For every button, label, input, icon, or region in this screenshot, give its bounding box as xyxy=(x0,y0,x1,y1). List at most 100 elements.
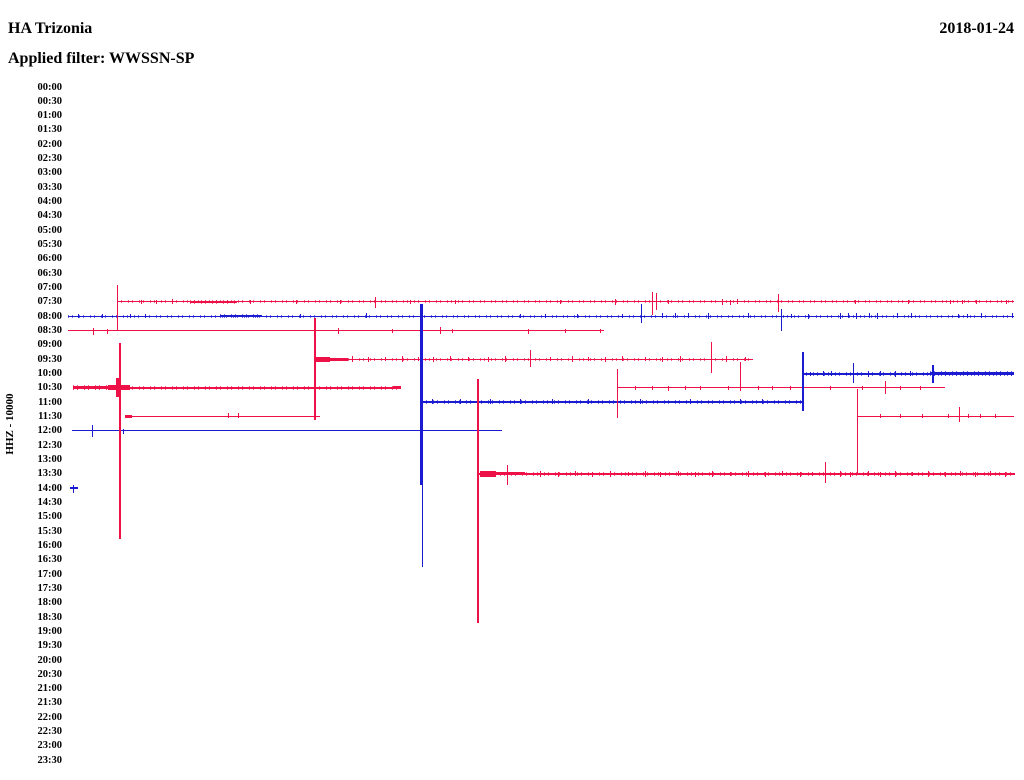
noise-tick xyxy=(765,471,766,477)
noise-tick xyxy=(468,357,469,362)
trace-noise-band xyxy=(190,299,237,304)
time-label: 13:00 xyxy=(37,453,63,465)
time-label: 09:00 xyxy=(37,339,63,351)
noise-tick xyxy=(830,385,831,390)
noise-tick xyxy=(980,414,981,419)
noise-tick xyxy=(868,470,869,476)
noise-tick xyxy=(910,370,911,376)
noise-tick xyxy=(745,357,746,362)
noise-tick xyxy=(831,370,832,376)
trace-noise-band xyxy=(68,314,1014,318)
noise-tick xyxy=(588,357,589,362)
noise-tick xyxy=(880,471,881,477)
time-label: 07:00 xyxy=(37,282,63,294)
noise-tick xyxy=(432,399,433,405)
event-spike xyxy=(852,363,854,383)
time-label: 04:30 xyxy=(37,210,63,222)
noise-tick xyxy=(452,328,453,333)
noise-tick xyxy=(418,357,419,362)
noise-tick xyxy=(300,314,301,319)
noise-tick xyxy=(622,314,623,319)
noise-tick xyxy=(678,470,679,476)
noise-tick xyxy=(975,471,976,477)
noise-tick xyxy=(520,399,521,405)
noise-tick xyxy=(772,385,773,390)
noise-tick xyxy=(911,313,912,319)
time-label: 21:30 xyxy=(37,697,63,709)
time-label: 09:30 xyxy=(37,353,63,365)
time-label: 08:30 xyxy=(37,325,63,337)
event-spike xyxy=(72,485,74,493)
noise-tick xyxy=(877,313,878,320)
noise-tick xyxy=(730,299,731,305)
noise-tick xyxy=(700,385,701,390)
time-label: 05:30 xyxy=(37,239,63,251)
time-label: 19:30 xyxy=(37,640,63,652)
noise-tick xyxy=(810,371,811,376)
noise-tick xyxy=(296,299,297,304)
trace-noise-band xyxy=(802,371,1014,376)
trace-segment xyxy=(70,487,78,490)
time-label: 00:00 xyxy=(37,81,63,93)
noise-tick xyxy=(250,299,251,304)
noise-tick xyxy=(490,399,491,405)
trace-noise-band xyxy=(73,385,400,390)
noise-tick xyxy=(868,370,869,377)
trace-noise-band xyxy=(422,400,804,405)
time-label: 10:00 xyxy=(37,368,63,379)
trace-segment xyxy=(393,386,401,390)
event-spike xyxy=(824,462,826,483)
trace-noise-band xyxy=(930,371,1014,376)
time-label: 14:30 xyxy=(37,496,63,508)
time-label: 08:00 xyxy=(37,310,63,322)
event-spike xyxy=(655,293,657,310)
noise-tick xyxy=(366,313,367,319)
time-label: 16:30 xyxy=(37,554,63,566)
noise-tick xyxy=(145,314,146,319)
noise-tick xyxy=(588,399,589,405)
noise-tick xyxy=(958,314,959,319)
noise-tick xyxy=(572,356,573,363)
noise-tick xyxy=(107,328,108,334)
noise-tick xyxy=(505,356,506,363)
noise-tick xyxy=(141,299,142,304)
noise-tick xyxy=(968,414,969,419)
noise-tick xyxy=(565,328,566,333)
time-label: 07:30 xyxy=(37,296,63,308)
noise-tick xyxy=(238,413,239,419)
time-label: 16:00 xyxy=(37,539,63,551)
noise-tick xyxy=(675,313,676,319)
time-label: 14:00 xyxy=(37,482,63,494)
noise-tick xyxy=(862,385,863,390)
noise-tick xyxy=(1006,299,1007,304)
noise-tick xyxy=(172,298,173,304)
noise-tick xyxy=(1005,471,1006,477)
event-spike xyxy=(119,343,121,539)
noise-tick xyxy=(908,299,909,304)
noise-tick xyxy=(728,385,729,390)
event-spike xyxy=(314,318,316,420)
noise-tick xyxy=(455,299,456,304)
event-spike xyxy=(116,285,118,331)
trace-segment xyxy=(617,387,945,389)
event-spike xyxy=(651,292,653,315)
noise-tick xyxy=(855,299,856,304)
noise-tick xyxy=(552,399,553,405)
time-label: 21:00 xyxy=(37,683,63,695)
noise-tick xyxy=(850,471,851,477)
date-label: 2018-01-24 xyxy=(939,20,1014,37)
noise-tick xyxy=(688,313,689,319)
noise-tick xyxy=(433,357,434,363)
noise-tick xyxy=(737,298,738,304)
time-label: 22:00 xyxy=(37,711,63,723)
time-label: 13:30 xyxy=(37,468,63,480)
noise-tick xyxy=(895,470,896,477)
noise-tick xyxy=(645,357,646,362)
noise-tick xyxy=(708,313,709,320)
noise-tick xyxy=(352,356,353,363)
noise-tick xyxy=(920,385,921,390)
event-spike xyxy=(616,369,618,418)
noise-tick xyxy=(615,298,616,305)
